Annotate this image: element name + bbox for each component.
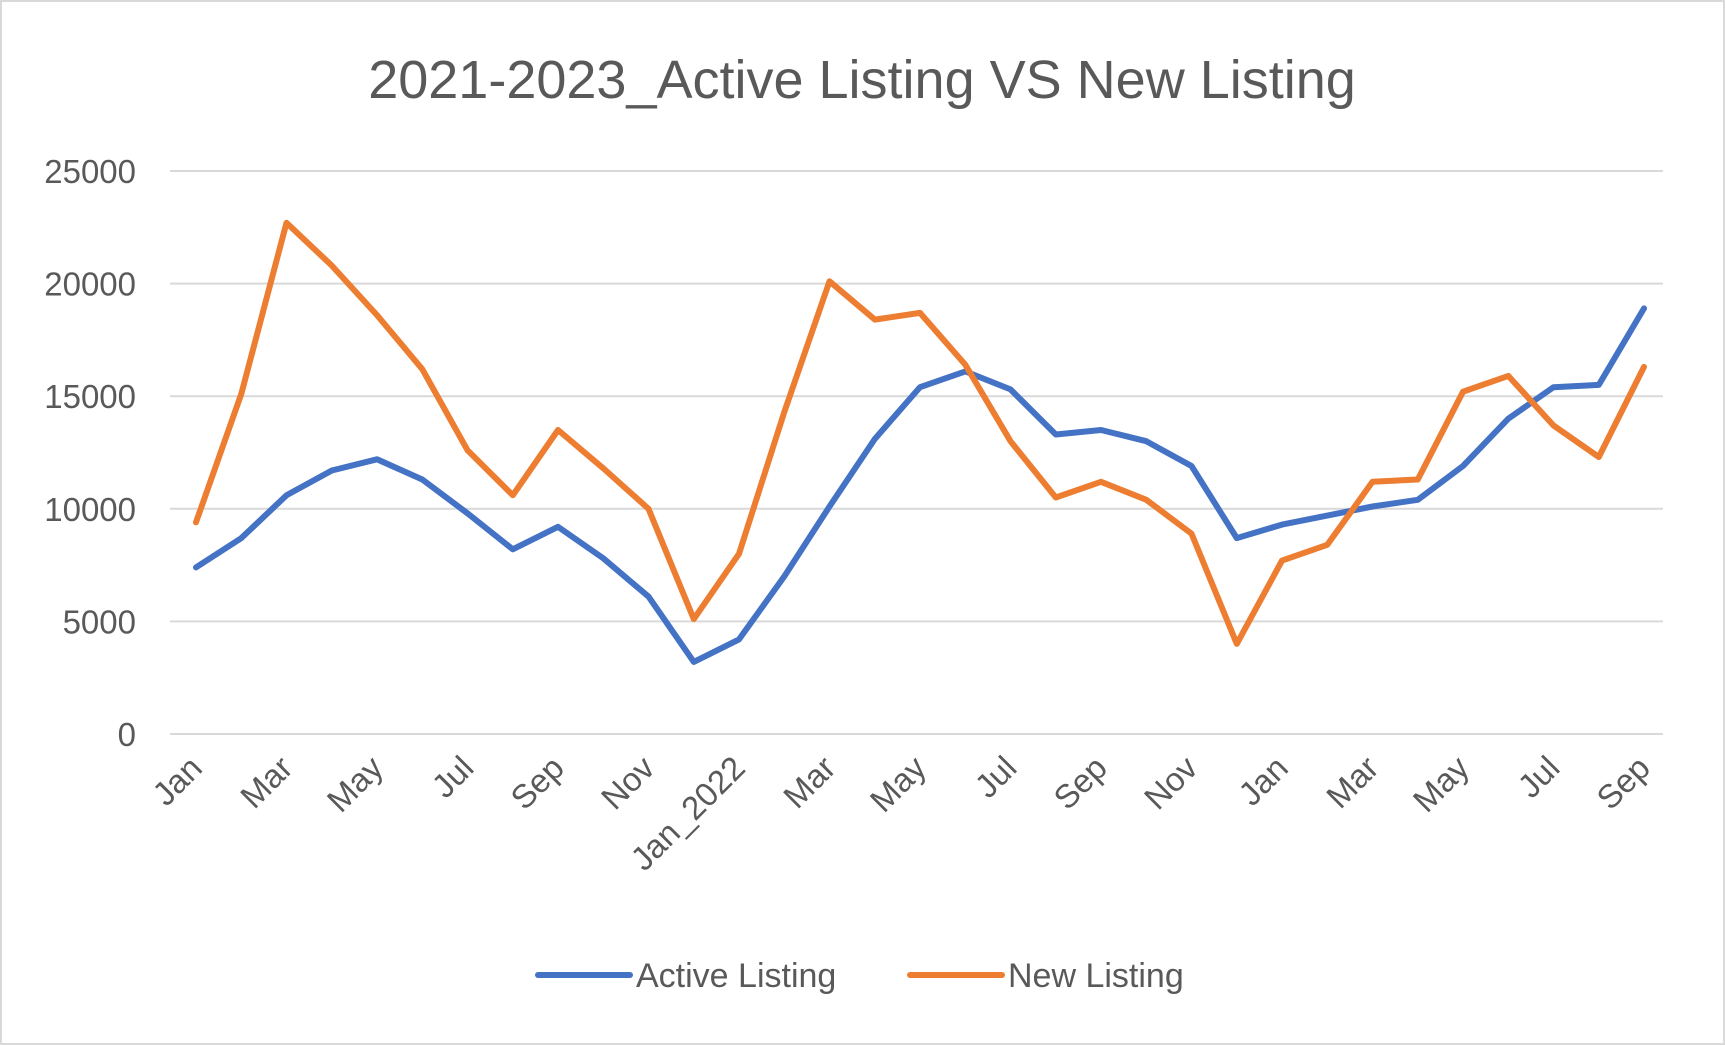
x-tick-label: Sep: [503, 749, 571, 817]
y-axis-tick-labels: 0 5000 10000 15000 20000 25000: [44, 153, 136, 753]
y-tick-label: 0: [118, 716, 136, 753]
y-tick-label: 5000: [63, 603, 136, 640]
legend: Active Listing New Listing: [535, 957, 1184, 995]
y-tick-label: 25000: [44, 153, 136, 190]
x-tick-label: May: [320, 748, 391, 819]
x-tick-label: Nov: [594, 748, 662, 816]
y-tick-label: 10000: [44, 491, 136, 528]
chart-title: 2021-2023_Active Listing VS New Listing: [368, 50, 1356, 110]
y-tick-label: 20000: [44, 266, 136, 303]
x-tick-label: Jan: [1231, 749, 1295, 813]
series-lines: [193, 219, 1647, 665]
series-line-active-listing: [193, 305, 1647, 665]
x-tick-label: Mar: [1319, 749, 1385, 815]
x-tick-label: May: [863, 748, 934, 819]
x-tick-label: Mar: [776, 749, 842, 815]
x-tick-label: Jul: [424, 749, 480, 805]
legend-label-active-listing: Active Listing: [636, 957, 836, 995]
series-line-new-listing: [193, 219, 1647, 647]
gridlines: [170, 170, 1663, 735]
x-tick-label: Sep: [1589, 749, 1657, 817]
x-tick-label: Jul: [1510, 749, 1566, 805]
x-tick-label: Mar: [233, 749, 299, 815]
x-tick-label: Jan: [145, 749, 209, 813]
x-tick-label: Jul: [967, 749, 1023, 805]
x-tick-label: May: [1406, 748, 1477, 819]
x-tick-label: Sep: [1046, 749, 1114, 817]
y-tick-label: 15000: [44, 378, 136, 415]
x-tick-label: Nov: [1137, 748, 1205, 816]
legend-label-new-listing: New Listing: [1008, 957, 1184, 995]
